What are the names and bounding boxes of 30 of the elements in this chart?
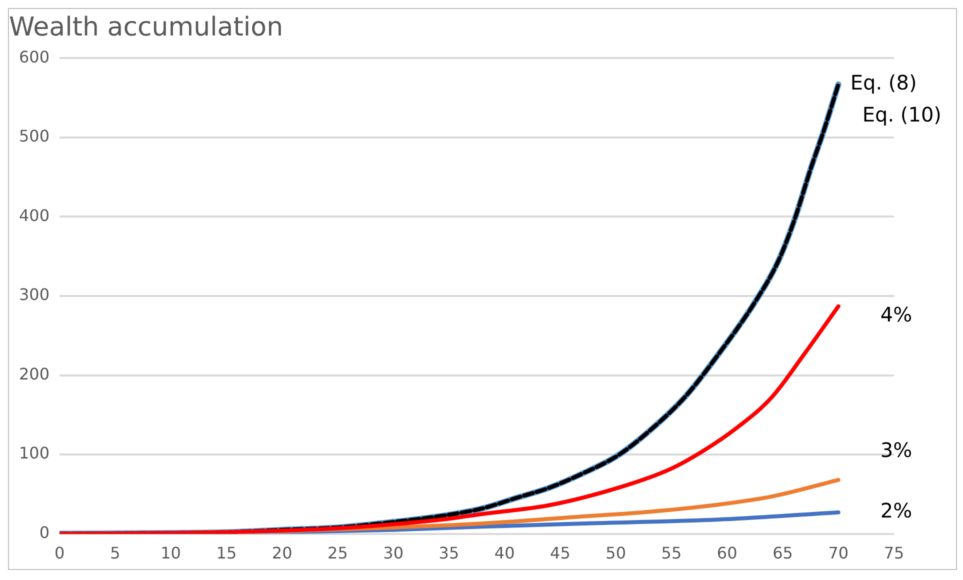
- y-tick-label: 0: [39, 522, 50, 542]
- x-tick-label: 45: [550, 544, 570, 563]
- y-tick-label: 100: [18, 444, 50, 463]
- x-tick-label: 0: [54, 544, 65, 563]
- text: 3%: [880, 438, 912, 462]
- x-tick-label: 20: [272, 544, 292, 563]
- y-tick-label: 300: [18, 285, 50, 304]
- x-tick-label: 60: [716, 544, 738, 563]
- x-tick-label: 50: [606, 544, 626, 563]
- x-tick-label: 30: [383, 544, 404, 563]
- y-tick-label: 200: [18, 364, 50, 384]
- x-tick-label: 75: [884, 544, 904, 563]
- x-tick-label: 15: [216, 544, 237, 563]
- x-tick-label: 65: [772, 544, 793, 563]
- chart-title: Wealth accumulation: [9, 12, 284, 42]
- series-label: Eq. (8): [850, 70, 917, 95]
- text: 2%: [880, 498, 912, 523]
- y-tick-label: 600: [18, 47, 50, 66]
- y-tick-label: 400: [18, 206, 50, 225]
- x-tick-label: 10: [160, 544, 181, 563]
- x-tick-label: 70: [828, 544, 849, 563]
- line-series: [60, 304, 840, 534]
- y-tick-label: 500: [18, 126, 50, 146]
- x-tick-label: 40: [494, 544, 515, 563]
- text: 4%: [880, 302, 912, 327]
- x-tick-label: 35: [438, 544, 460, 563]
- series-label: Eq. (10): [862, 102, 942, 127]
- x-tick-label: 55: [661, 544, 682, 563]
- x-tick-label: 5: [110, 544, 120, 563]
- x-tick-label: 25: [328, 544, 348, 563]
